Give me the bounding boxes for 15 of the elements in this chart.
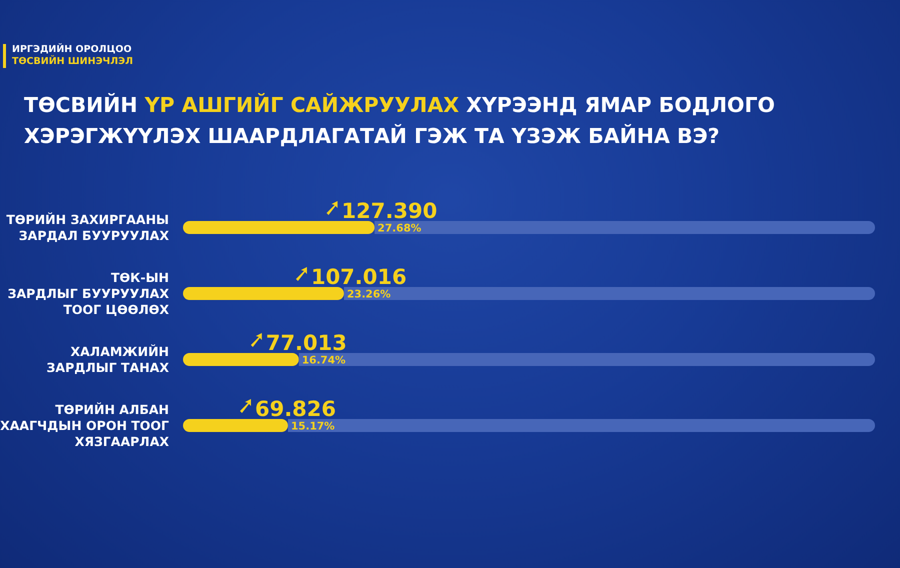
y-tick-label: ТӨРИЙН ЗАХИРГААНЫ ЗАРДАЛ БУУРУУЛАХ: [6, 212, 170, 242]
y-tick-label: ТӨК-ЫН ЗАРДЛЫГ БУУРУУЛАХ ТООГ ЦӨӨЛӨХ: [8, 270, 170, 316]
y-tick-label: ХАЛАМЖИЙН ЗАРДЛЫГ ТАНАХ: [46, 344, 170, 374]
data-label: 27.68%: [378, 222, 422, 234]
annotation: 69.826: [254, 397, 336, 421]
annotation: 107.016: [310, 265, 407, 289]
text: ТӨСВИЙН ШИНЭЧЛЭЛ: [12, 56, 133, 68]
text: ИРГЭДИЙН ОРОЛЦОО: [12, 44, 132, 55]
chart-title: ТӨСВИЙН ҮР АШГИЙГ САЙЖРУУЛАХ ХҮРЭЭНД ЯМАР БОДЛОГО ХЭРЭГЖҮҮЛЭХ ШААРДЛАГАТАЙ ГЭЖ ТА ҮЗЭЖ БАЙНА ВЭ?: [24, 93, 775, 148]
y-tick-label: ТӨРИЙН АЛБАН ХААГЧДЫН ОРОН ТООГ ХЯЗГААРЛАХ: [0, 402, 170, 448]
annotation: 127.390: [342, 199, 438, 223]
data-label: 15.17%: [290, 420, 336, 432]
data-label: 23.26%: [346, 288, 392, 300]
data-label: 16.74%: [302, 354, 346, 366]
annotation: 77.013: [266, 331, 347, 355]
